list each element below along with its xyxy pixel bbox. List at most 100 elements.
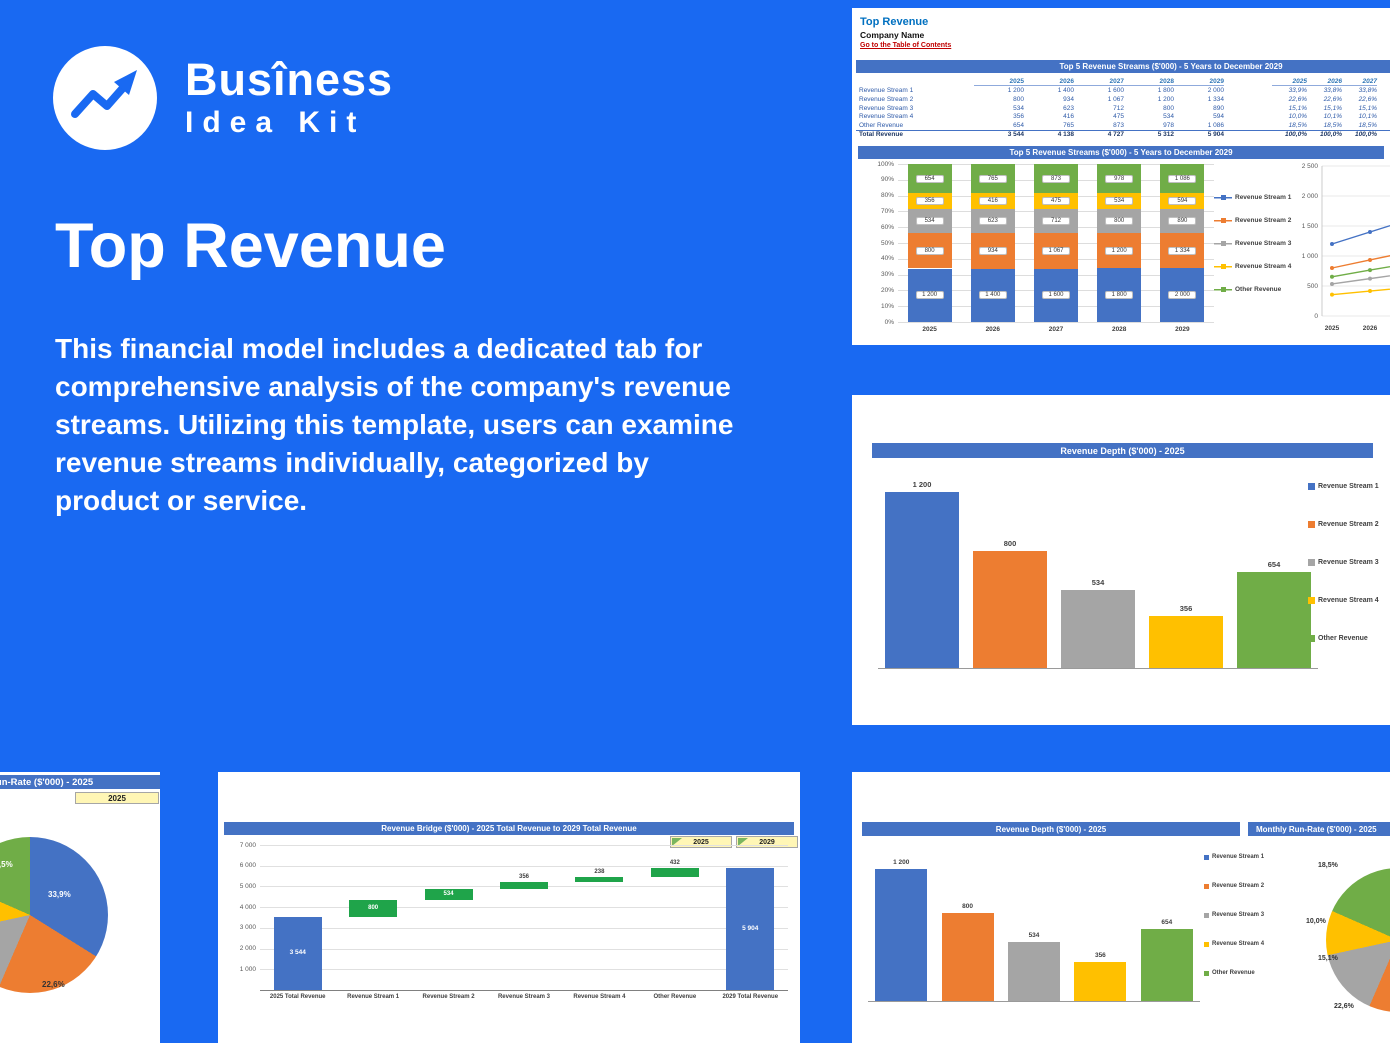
segment-value-label: 800 [1105,216,1134,225]
brand-name-line2: Idea Kit [185,106,366,140]
revenue-depth-title-small: Revenue Depth ($'000) - 2025 [995,824,1107,834]
bar [885,492,959,668]
legend-label: Revenue Stream 4 [1212,941,1265,947]
cell-pct: 22,6% [1358,95,1377,103]
legend-label: Other Revenue [1212,970,1255,976]
cell-value: 1 200 [1157,95,1174,103]
cell-value: 1 800 [1157,87,1174,95]
revenue-depth-title: Revenue Depth ($'000) - 2025 [1060,445,1185,456]
legend-label: Revenue Stream 1 [1318,483,1379,490]
x-axis-label: 2025 [922,326,937,333]
year-column-header: 2029 [1174,78,1224,87]
gridline [260,969,788,971]
y-axis-label: 50% [880,239,894,247]
legend-line-marker [1214,263,1232,270]
x-axis-label: 2029 [1175,326,1190,333]
revenue-bridge-header: Revenue Bridge ($'000) - 2025 Total Reve… [224,822,794,835]
table-section-header-label: Top 5 Revenue Streams ($'000) - 5 Years … [1059,62,1283,71]
table-section-header: Top 5 Revenue Streams ($'000) - 5 Years … [856,60,1390,73]
segment-value-label: 654 [915,174,944,183]
legend-label: Revenue Stream 1 [1235,194,1292,201]
line-series [1331,255,1390,269]
bar-value-label: 432 [669,859,680,866]
legend-item: Revenue Stream 3 [1308,559,1379,566]
legend-label: Revenue Stream 2 [1235,217,1292,224]
cell-value: 623 [1063,104,1074,112]
legend-label: Revenue Stream 3 [1235,240,1292,247]
row-label: Revenue Stream 1 [859,87,914,95]
cell-value: 1 334 [1207,95,1224,103]
gridline [898,322,1214,323]
pie-slice-label: 18,5% [1318,862,1338,869]
monthly-run-rate-title: Monthly Run-Rate ($'000) - 2025 [1256,824,1377,834]
legend-square-marker [1220,218,1226,223]
legend-label: Revenue Stream 1 [1212,854,1265,860]
cell-value: 978 [1163,121,1174,129]
cell-value: 654 [1013,121,1024,129]
y-axis-label: 2 500 [1302,163,1319,170]
y-axis-label: 4 000 [239,903,256,911]
x-axis-label: Revenue Stream 1 [347,994,400,1000]
cell-pct: 10,1% [1358,113,1377,121]
line-series [1331,265,1390,278]
data-point-marker [1368,276,1372,281]
waterfall-bar [575,876,624,882]
cell-pct: 10,1% [1323,113,1342,121]
x-axis-label: 2029 Total Revenue [722,994,779,1000]
bar-value-label: 1 200 [893,859,910,866]
y-axis-label: 7 000 [239,841,256,849]
y-axis-label: 40% [880,255,894,263]
x-axis-label: 2026 [1363,325,1378,332]
legend-item: Revenue Stream 2 [1204,883,1264,889]
bar-value-label: 800 [368,904,379,911]
sheet-company-name: Company Name [860,30,925,40]
data-point-marker [1368,268,1372,273]
legend-item: Revenue Stream 3 [1214,240,1291,247]
year-selector[interactable]: 2025 [75,792,159,804]
bar-value-label: 3 544 [289,949,306,957]
bar-value-label: 654 [1161,919,1173,927]
segment-value-label: 1 600 [1042,291,1070,300]
legend-square-marker [1204,854,1209,860]
legend-label: Revenue Stream 2 [1318,521,1379,528]
legend-item: Revenue Stream 4 [1214,263,1291,270]
legend-item: Revenue Stream 2 [1214,217,1291,224]
cell-value: 1 600 [1107,87,1124,95]
segment-value-label: 534 [915,216,944,225]
year-column-header: 2025 [974,78,1024,87]
cell-pct: 18,5% [1323,121,1342,129]
legend-square-marker [1308,635,1315,642]
pct-year-column-header: 2027 [1342,78,1377,87]
y-axis-label: 1 000 [239,965,256,973]
cell-value: 356 [1013,113,1024,121]
y-axis-label: 6 000 [239,862,256,870]
revenue-depth-bar-chart: 1 200 800 534 356 654 [878,467,1318,669]
stacked-chart-title: Top 5 Revenue Streams ($'000) - 5 Years … [1009,148,1233,157]
cell-pct: 33,8% [1358,87,1377,95]
pie-slice-label: 10,0% [1306,918,1326,925]
segment-value-label: 2 000 [1168,291,1197,300]
revenue-depth-legend-small: Revenue Stream 1 Revenue Stream 2 Revenue … [1204,854,1304,1014]
y-axis-label: 500 [1307,283,1318,290]
bridge-to-year: 2029 [759,838,775,846]
waterfall-chart: 7 000 6 000 5 000 4 000 3 000 2 000 1 000 3 544… [222,840,796,1010]
y-axis-label: 10% [880,302,894,310]
legend-item: Revenue Stream 2 [1308,521,1379,528]
waterfall-bar [500,881,548,889]
y-axis-label: 2 000 [239,945,256,953]
bar-value-label: 356 [1179,603,1193,613]
page-title: Top Revenue [55,211,446,281]
row-label: Total Revenue [859,130,903,138]
revenue-bridge-title: Revenue Bridge ($'000) - 2025 Total Reve… [381,824,637,833]
brand-logo [53,46,157,150]
cell-value: 890 [1213,104,1224,112]
y-axis-label: 80% [880,192,894,200]
cell-value: 934 [1063,95,1074,103]
legend-square-marker [1220,287,1226,292]
legend-line-marker [1214,217,1232,224]
table-of-contents-link[interactable]: Go to the Table of Contents [860,42,952,49]
segment-value-label: 594 [1168,197,1197,205]
x-axis-label: Revenue Stream 4 [573,994,626,1000]
x-axis-label: 2027 [1048,326,1064,333]
run-rate-pie-chart [0,837,108,993]
